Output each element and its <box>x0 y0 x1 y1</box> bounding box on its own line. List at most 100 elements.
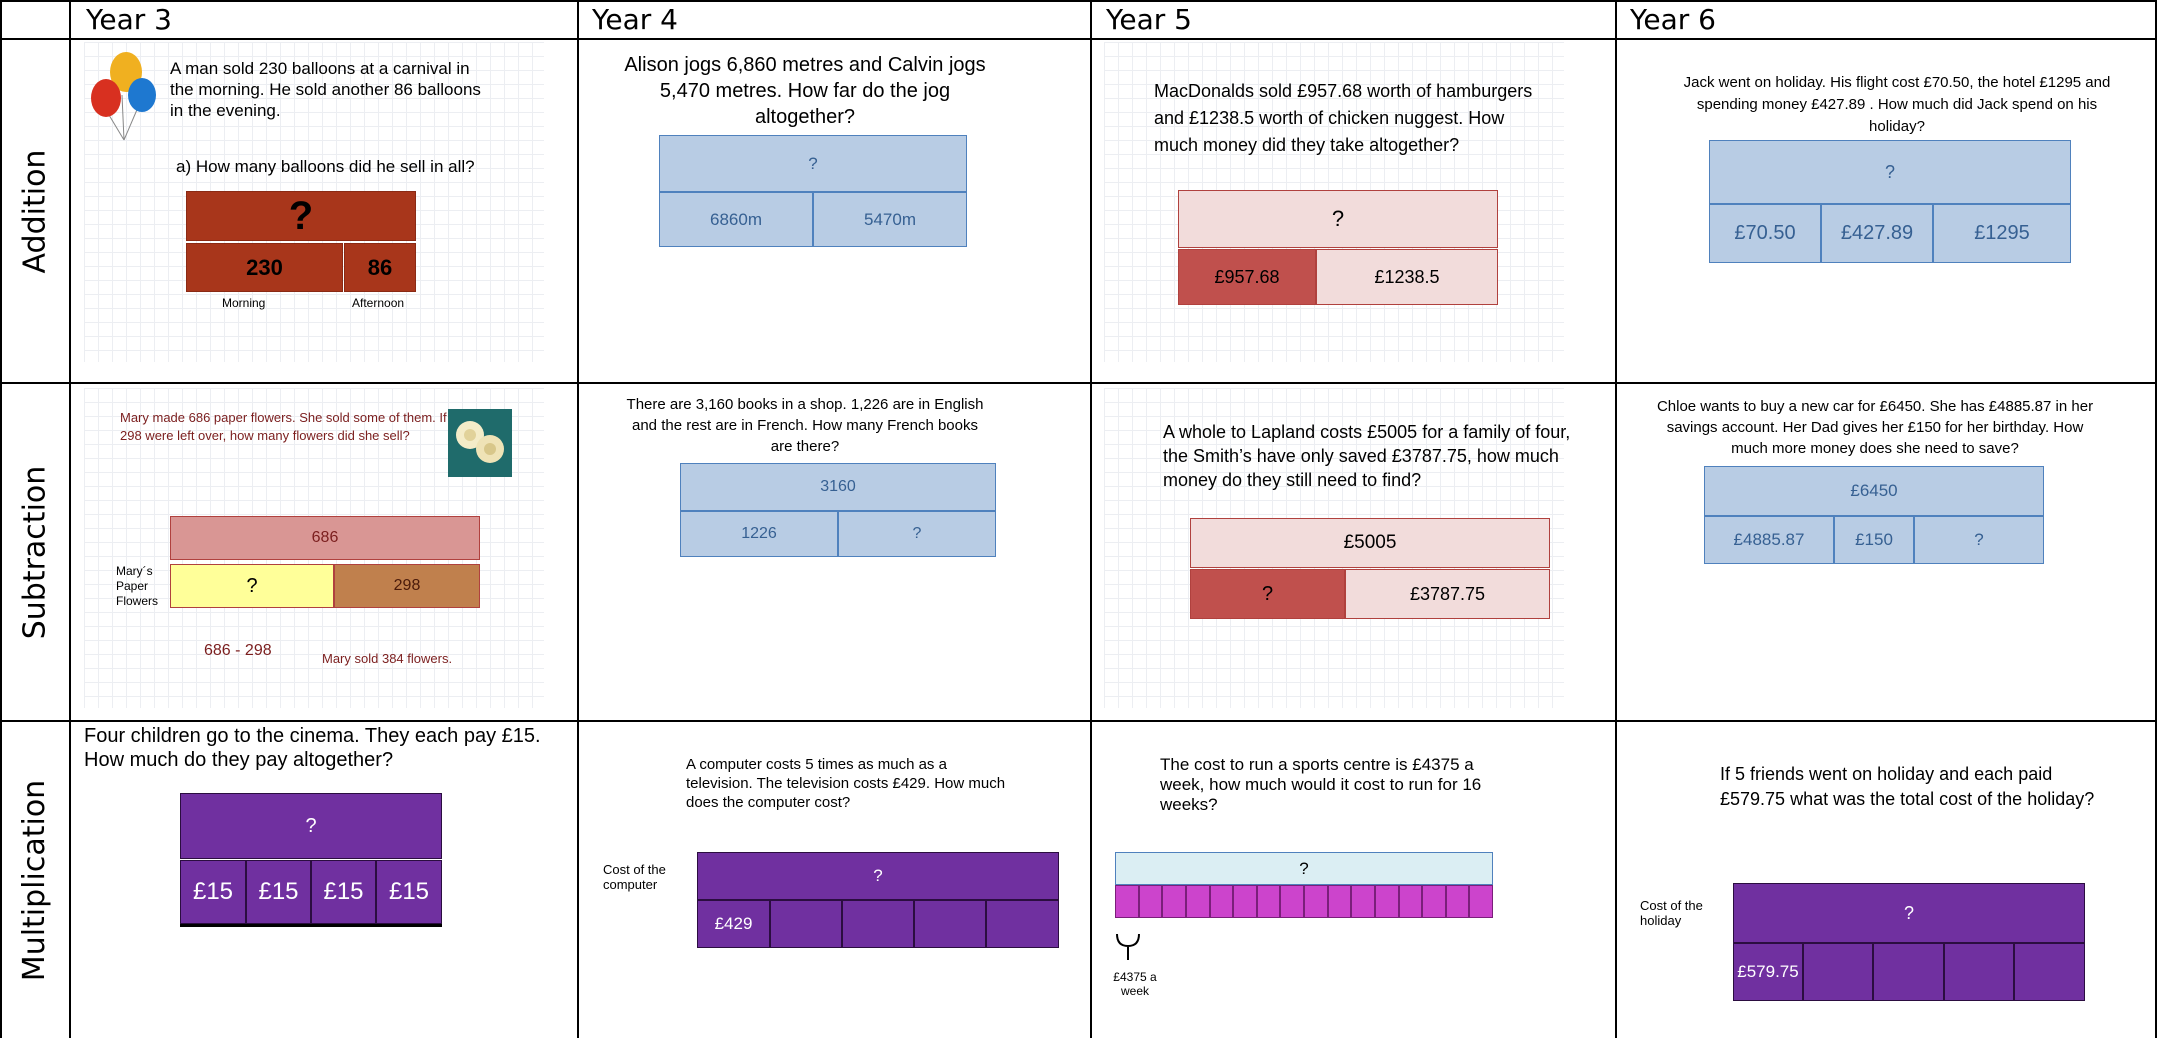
add-y6-part3: £1295 <box>1933 204 2071 263</box>
mul-y6-side-label: Cost of the holiday <box>1640 898 1703 928</box>
mul-y5-segment <box>1327 885 1352 918</box>
mul-y5-segment <box>1209 885 1234 918</box>
sub-y4-total-bar: 3160 <box>680 463 996 511</box>
add-y5-part1: £957.68 <box>1178 249 1316 305</box>
add-y4-question: Alison jogs 6,860 metres and Calvin jogs… <box>624 54 986 128</box>
mul-y5-segment <box>1469 885 1493 918</box>
mul-y4-part <box>986 900 1059 948</box>
add-y3-label-morning: Morning <box>222 296 266 310</box>
roses-image <box>448 409 512 477</box>
row-label-addition: Addition <box>17 149 53 274</box>
sub-y4-question: There are 3,160 books in a shop. 1,226 a… <box>626 396 984 455</box>
mul-y5-segment <box>1445 885 1470 918</box>
sub-y6-part2: £150 <box>1834 516 1914 564</box>
mul-y4-part <box>842 900 914 948</box>
add-y6-question: Jack went on holiday. His flight cost £7… <box>1683 74 2111 135</box>
mul-y5-segment <box>1351 885 1375 918</box>
mul-y4-side-label: Cost of the computer <box>603 862 666 892</box>
table-row-line <box>0 720 2157 722</box>
mul-y6-total-bar: ? <box>1733 883 2085 943</box>
add-y3-total-bar: ? <box>186 191 416 241</box>
add-y3-part1: 230 <box>186 243 343 292</box>
sub-y5-part2: £3787.75 <box>1345 569 1550 619</box>
mul-y4-first-part: £429 <box>697 900 770 948</box>
add-y6-part2: £427.89 <box>1821 204 1933 263</box>
mul-y5-segment <box>1374 885 1399 918</box>
header-year-4: Year 4 <box>592 3 678 36</box>
mul-y5-note: £4375 a week <box>1113 970 1157 998</box>
sub-y3-side-label: Mary´s Paper Flowers <box>116 564 159 608</box>
sub-y3-calc: 686 - 298 <box>204 642 272 659</box>
add-y5-question: MacDonalds sold £957.68 worth of hamburg… <box>1154 81 1533 155</box>
add-y3-part2: 86 <box>344 243 416 292</box>
mul-y4-part <box>770 900 842 948</box>
balloons-icon <box>84 50 164 150</box>
sub-y6-question: Chloe wants to buy a new car for £6450. … <box>1656 398 2094 457</box>
mul-y5-segment <box>1422 885 1446 918</box>
sub-y5-total-bar: £5005 <box>1190 518 1550 568</box>
add-y6-total-bar: ? <box>1709 140 2071 204</box>
table-border-left <box>0 0 2 1038</box>
sub-y3-total-bar: 686 <box>170 516 480 560</box>
add-y5-part2: £1238.5 <box>1316 249 1498 305</box>
table-border-top <box>0 0 2157 2</box>
table-border-right <box>2155 0 2157 1038</box>
mul-y3-question: Four children go to the cinema. They eac… <box>84 725 541 771</box>
sub-y4-part1: 1226 <box>680 511 838 557</box>
sub-y3-answer: Mary sold 384 flowers. <box>322 651 453 666</box>
mul-y5-segment <box>1398 885 1423 918</box>
mul-y5-segment <box>1162 885 1186 918</box>
add-y3-label-afternoon: Afternoon <box>352 296 405 310</box>
sub-y6-part1: £4885.87 <box>1704 516 1834 564</box>
mul-y5-segment <box>1280 885 1304 918</box>
mul-y3-baseline <box>180 924 442 927</box>
row-label-subtraction: Subtraction <box>17 465 53 640</box>
sub-y3-question: Mary made 686 paper flowers. She sold so… <box>120 410 447 443</box>
table-col-line <box>69 0 71 1038</box>
mul-y3-cell: £15 <box>180 860 246 924</box>
table-row-line <box>0 38 2157 40</box>
header-year-3: Year 3 <box>86 3 172 36</box>
mul-y5-segment <box>1233 885 1257 918</box>
table-col-line <box>577 0 579 1038</box>
mul-y5-segment <box>1304 885 1328 918</box>
mul-y4-part <box>914 900 986 948</box>
sub-y4-part2: ? <box>838 511 996 557</box>
add-y6-part1: £70.50 <box>1709 204 1821 263</box>
sub-y3-part2: 298 <box>334 564 480 608</box>
mul-y3-cell: £15 <box>311 860 376 924</box>
mul-y3-cell: £15 <box>246 860 311 924</box>
mul-y6-part <box>2014 943 2085 1001</box>
mul-y3-total-bar: ? <box>180 793 442 859</box>
sub-y6-total-bar: £6450 <box>1704 466 2044 516</box>
add-y4-part1: 6860m <box>659 192 813 247</box>
add-y3-part-a: a) How many balloons did he sell in all? <box>176 157 475 176</box>
mul-y6-part <box>1944 943 2014 1001</box>
mul-y5-question: The cost to run a sports centre is £4375… <box>1160 755 1482 814</box>
mul-y5-segment <box>1115 885 1139 918</box>
sub-y5-part1: ? <box>1190 569 1345 619</box>
mul-y3-cell: £15 <box>376 860 442 924</box>
header-year-5: Year 5 <box>1106 3 1192 36</box>
sub-y6-part3: ? <box>1914 516 2044 564</box>
mul-y4-question: A computer costs 5 times as much as a te… <box>686 756 1006 811</box>
table-col-line <box>1090 0 1092 1038</box>
add-y3-question: A man sold 230 balloons at a carnival in… <box>170 59 481 120</box>
mul-y5-brace-icon <box>1115 932 1141 962</box>
mul-y6-part <box>1803 943 1873 1001</box>
table-col-line <box>1615 0 1617 1038</box>
mul-y6-first-part: £579.75 <box>1733 943 1803 1001</box>
mul-y5-segment <box>1256 885 1281 918</box>
mul-y6-part <box>1873 943 1944 1001</box>
header-year-6: Year 6 <box>1630 3 1716 36</box>
mul-y5-segment <box>1185 885 1210 918</box>
mul-y5-segment-row <box>1115 885 1493 918</box>
add-y4-part2: 5470m <box>813 192 967 247</box>
mul-y5-total-bar: ? <box>1115 852 1493 885</box>
sub-y5-question: A whole to Lapland costs £5005 for a fam… <box>1163 422 1571 490</box>
table-row-line <box>0 382 2157 384</box>
row-label-multiplication: Multiplication <box>17 779 53 981</box>
add-y5-total-bar: ? <box>1178 190 1498 248</box>
sub-y3-part1: ? <box>170 564 334 608</box>
mul-y4-total-bar: ? <box>697 852 1059 900</box>
